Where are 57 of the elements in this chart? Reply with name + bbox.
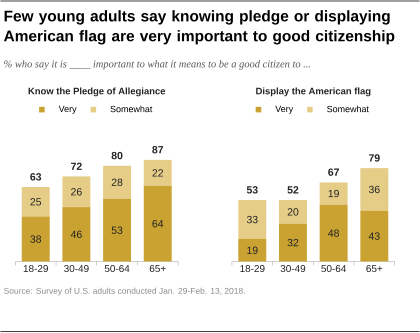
- data-label: 25: [30, 198, 42, 206]
- x-tick-label: 18-29: [240, 264, 265, 272]
- data-label: 46: [70, 230, 82, 238]
- x-tick-label: 50-64: [321, 264, 346, 272]
- chart-title: Display the American flag: [256, 87, 370, 96]
- bar: [144, 186, 172, 262]
- total-label: 79: [368, 154, 380, 162]
- bar: [62, 176, 90, 207]
- data-label: 36: [368, 186, 380, 193]
- text: Few young adults say knowing pledge or displaying American flag are very important to good citizenship: [4, 10, 394, 44]
- data-label: 19: [247, 246, 258, 254]
- legend-label: Very: [275, 106, 294, 114]
- data-label: 22: [152, 169, 163, 176]
- total-label: 72: [71, 162, 82, 170]
- legend-label: Very: [58, 106, 77, 114]
- data-label: 28: [112, 178, 122, 186]
- bar: [360, 210, 388, 262]
- data-label: 53: [112, 226, 122, 234]
- bar: [238, 200, 266, 239]
- bar: [103, 198, 132, 262]
- bar: [103, 166, 132, 199]
- bar: [278, 200, 307, 224]
- x-tick-label: 30-49: [64, 264, 89, 272]
- bar: [22, 216, 50, 262]
- total-label: 80: [112, 152, 122, 160]
- bar: [320, 182, 348, 205]
- legend-label: Somewhat: [110, 105, 152, 112]
- x-tick-label: 50-64: [104, 264, 130, 272]
- bar: [278, 224, 307, 262]
- data-label: 43: [368, 232, 380, 240]
- data-label: 38: [30, 235, 42, 243]
- bar: [62, 206, 90, 262]
- bar: [320, 204, 348, 262]
- x-tick-label: 65+: [366, 264, 382, 272]
- text: % who say it is ____ important to what it means to be a good citizen to ...: [4, 60, 310, 70]
- x-tick-label: 30-49: [280, 264, 306, 272]
- data-label: 20: [288, 208, 298, 216]
- x-tick-label: 65+: [150, 264, 166, 272]
- x-tick-label: 18-29: [24, 264, 48, 272]
- source-note: Source: Survey of U.S. adults conducted Jan. 29-Feb. 13, 2018.: [4, 287, 245, 296]
- total-label: 87: [152, 146, 164, 154]
- data-label: 32: [288, 238, 298, 246]
- data-label: 48: [328, 229, 339, 237]
- bar: [360, 168, 388, 211]
- bar: [22, 186, 50, 216]
- legend-label: Somewhat: [327, 105, 369, 112]
- data-label: 64: [152, 220, 164, 228]
- total-label: 63: [30, 172, 42, 180]
- bar: [144, 160, 172, 186]
- total-label: 52: [287, 186, 298, 194]
- bar: [238, 238, 266, 262]
- data-label: 26: [71, 188, 82, 196]
- data-label: 33: [246, 216, 258, 224]
- total-label: 67: [328, 168, 339, 176]
- data-label: 19: [328, 190, 339, 198]
- chart-title: Know the Pledge of Allegiance: [28, 87, 166, 96]
- total-label: 53: [246, 186, 258, 194]
